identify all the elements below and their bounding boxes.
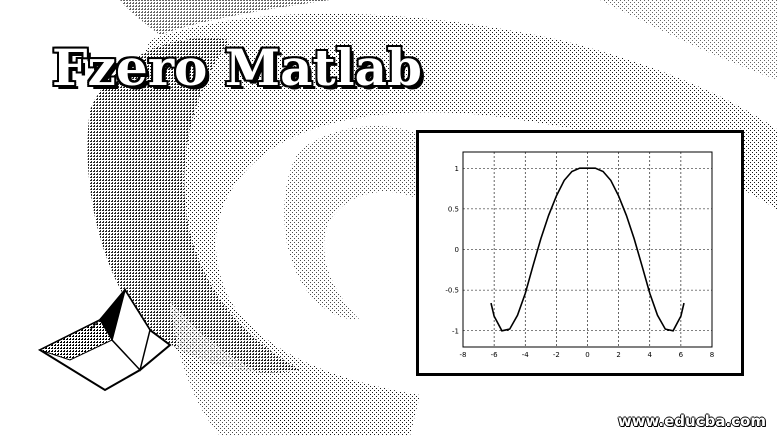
stippled-swirl-texture (87, 0, 778, 436)
y-tick-label: 0 (455, 246, 459, 254)
plot-frame: -8 -6 -4 -2 0 2 4 6 8 -1 -0.5 0 0.5 1 (416, 130, 744, 376)
y-tick-label: -1 (452, 327, 459, 335)
x-tick-label: 0 (585, 351, 589, 359)
line-plot: -8 -6 -4 -2 0 2 4 6 8 -1 -0.5 0 0.5 1 (445, 151, 714, 359)
matlab-membrane-logo (37, 288, 172, 392)
y-tick-label: 0.5 (448, 205, 459, 213)
x-tick-label: -2 (553, 351, 560, 359)
page-title: Fzero Matlab (52, 38, 422, 97)
watermark: www.educba.com (617, 412, 766, 430)
x-tick-label: 6 (679, 351, 684, 359)
x-tick-label: 4 (648, 351, 653, 359)
x-tick-label: 2 (616, 351, 620, 359)
x-tick-label: -4 (522, 351, 530, 359)
x-tick-label: -8 (460, 351, 467, 359)
x-tick-label: -6 (491, 351, 499, 359)
y-tick-label: -0.5 (445, 287, 459, 295)
y-tick-label: 1 (455, 165, 459, 173)
x-tick-label: 8 (710, 351, 714, 359)
series-line (490, 167, 685, 332)
